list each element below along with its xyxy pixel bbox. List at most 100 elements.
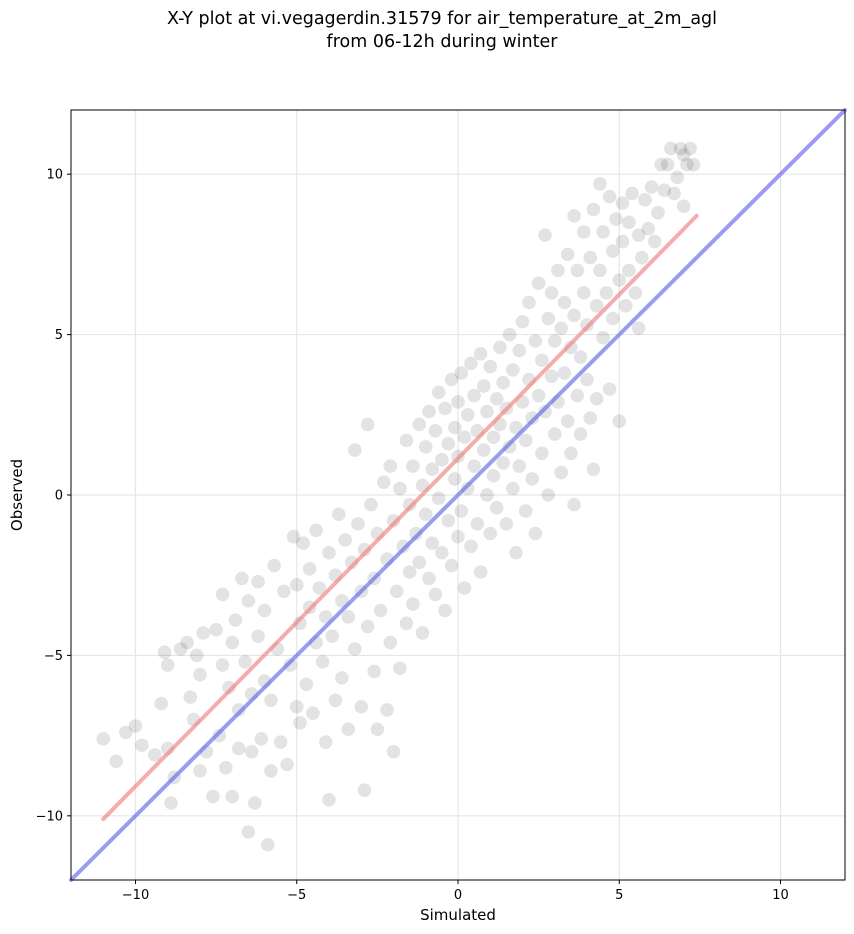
data-point	[435, 452, 449, 467]
data-point	[386, 513, 401, 528]
data-point	[286, 529, 301, 544]
data-point	[351, 517, 365, 531]
x-tick-label: 10	[772, 888, 789, 903]
data-point	[364, 497, 378, 512]
data-point	[338, 533, 352, 547]
data-point	[564, 446, 578, 461]
data-point	[451, 395, 465, 409]
chart-title: X-Y plot at vi.vegagerdin.31579 for air_…	[0, 8, 854, 54]
data-point	[593, 176, 607, 191]
data-point	[244, 744, 259, 759]
data-point	[264, 764, 278, 778]
data-point	[489, 391, 504, 406]
data-point	[547, 427, 562, 441]
data-point	[560, 247, 575, 262]
data-point	[251, 629, 265, 643]
axis-ticks: −10 −5 0 5 10 −10 −5 0 5 10	[36, 168, 789, 903]
data-point	[209, 622, 223, 637]
data-point	[686, 157, 701, 172]
data-point	[260, 837, 275, 852]
data-point	[306, 706, 320, 720]
data-point	[473, 347, 488, 361]
data-point	[641, 221, 656, 236]
data-point	[422, 404, 436, 419]
data-point	[502, 327, 517, 342]
data-point	[593, 263, 607, 278]
data-point	[618, 298, 633, 313]
data-point	[535, 353, 549, 368]
data-point	[312, 581, 327, 595]
regression-lines	[69, 108, 847, 882]
data-point	[438, 401, 452, 416]
data-point	[676, 199, 691, 214]
data-point	[251, 574, 265, 589]
data-point	[254, 732, 269, 746]
fit-line	[101, 213, 699, 822]
data-point	[583, 250, 598, 265]
data-point	[535, 446, 549, 461]
data-point	[625, 186, 639, 201]
data-point	[406, 459, 420, 473]
data-point	[280, 757, 294, 772]
data-point	[502, 440, 517, 454]
data-point	[425, 536, 440, 550]
data-point	[464, 539, 478, 554]
data-point	[635, 250, 649, 265]
data-point	[428, 424, 443, 438]
data-point	[422, 571, 436, 586]
data-point	[315, 655, 330, 669]
data-point	[212, 728, 227, 743]
data-point	[257, 603, 272, 618]
data-point	[570, 263, 585, 278]
data-point	[241, 825, 256, 839]
data-point	[525, 472, 539, 486]
data-point	[657, 183, 672, 198]
y-tick-label: 10	[46, 168, 63, 183]
data-point	[531, 276, 546, 291]
data-point	[183, 690, 198, 704]
data-point	[241, 594, 256, 608]
data-point	[589, 298, 604, 313]
data-point	[231, 741, 246, 756]
data-point	[425, 462, 440, 477]
data-point	[457, 581, 472, 595]
data-point	[386, 744, 401, 759]
data-point	[383, 635, 398, 650]
data-point	[676, 148, 691, 162]
data-point	[357, 783, 372, 797]
data-point	[273, 735, 288, 749]
data-point	[341, 722, 356, 737]
data-point	[431, 491, 446, 506]
data-point	[609, 212, 623, 226]
data-point	[457, 430, 472, 445]
data-point	[231, 703, 246, 717]
data-point	[222, 680, 236, 695]
data-point	[415, 626, 430, 640]
data-point	[360, 619, 375, 634]
data-point	[418, 440, 433, 454]
data-point	[267, 558, 281, 573]
data-point	[409, 526, 423, 541]
data-point	[557, 295, 572, 310]
data-point	[486, 468, 501, 483]
data-point	[654, 157, 668, 172]
data-point	[96, 732, 111, 746]
x-tick-label: −10	[122, 888, 149, 903]
data-point	[460, 407, 475, 422]
data-point	[454, 366, 469, 380]
data-point	[564, 340, 578, 355]
data-point	[447, 420, 462, 435]
data-point	[496, 456, 510, 470]
data-point	[509, 545, 523, 560]
data-point	[612, 414, 627, 429]
data-point	[389, 584, 404, 599]
data-point	[335, 594, 349, 608]
data-point	[277, 584, 291, 599]
data-point	[580, 372, 594, 387]
data-point	[628, 286, 643, 300]
data-point	[583, 411, 598, 425]
data-point	[586, 462, 601, 477]
data-point	[599, 286, 614, 300]
data-point	[538, 228, 552, 242]
chart-title-line-2: from 06-12h during winter	[326, 32, 558, 52]
